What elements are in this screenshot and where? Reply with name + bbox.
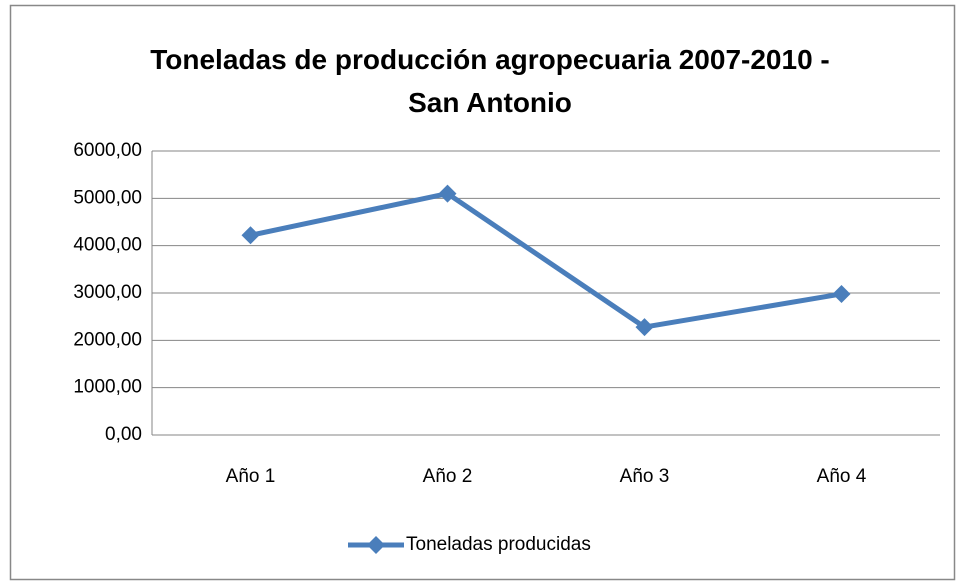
point-marker [832,284,851,303]
legend-label: Toneladas producidas [406,534,591,555]
y-tick-label: 3000,00 [73,282,142,303]
point-marker [241,226,260,245]
legend-marker [367,536,385,554]
point-marker [438,184,457,203]
chart-title: Toneladas de producción agropecuaria 200… [150,44,830,118]
x-tick-label: Año 1 [226,466,276,487]
line-series [249,191,842,330]
y-tick-label: 4000,00 [73,235,142,256]
y-tick-label: 0,00 [105,424,142,445]
y-tick-label: 5000,00 [73,187,142,208]
x-tick-label: Año 4 [817,466,867,487]
point-marker [635,318,654,337]
x-tick-label: Año 3 [620,466,670,487]
y-tick-label: 6000,00 [73,140,142,161]
y-tick-label: 1000,00 [73,377,142,398]
y-tick-label: 2000,00 [73,329,142,350]
x-tick-label: Año 2 [423,466,473,487]
